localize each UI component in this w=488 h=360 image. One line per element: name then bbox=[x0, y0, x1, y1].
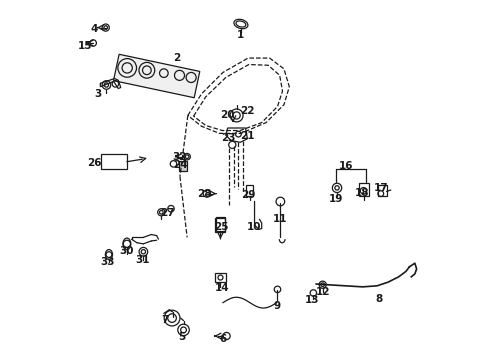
Text: 11: 11 bbox=[273, 215, 287, 224]
Text: 29: 29 bbox=[241, 190, 255, 200]
Text: 16: 16 bbox=[338, 161, 352, 171]
Text: 10: 10 bbox=[247, 222, 261, 232]
Text: 20: 20 bbox=[220, 110, 234, 120]
Text: 33: 33 bbox=[100, 257, 115, 267]
Bar bbox=[215, 273, 225, 282]
Text: 5: 5 bbox=[178, 332, 185, 342]
Bar bbox=[101, 154, 126, 169]
Text: 12: 12 bbox=[315, 287, 329, 297]
Text: 27: 27 bbox=[160, 208, 174, 218]
Text: 2: 2 bbox=[172, 53, 180, 63]
Text: 31: 31 bbox=[135, 255, 149, 265]
Text: 17: 17 bbox=[373, 183, 387, 193]
Bar bbox=[358, 183, 368, 196]
Text: 24: 24 bbox=[173, 160, 187, 170]
Text: 4: 4 bbox=[91, 24, 98, 35]
Text: 25: 25 bbox=[214, 222, 228, 232]
Text: 32: 32 bbox=[172, 152, 186, 162]
Text: 15: 15 bbox=[78, 41, 92, 50]
Text: 23: 23 bbox=[221, 133, 235, 143]
Text: 8: 8 bbox=[375, 294, 382, 304]
Bar bbox=[215, 218, 224, 231]
Text: 13: 13 bbox=[304, 295, 319, 305]
Text: 21: 21 bbox=[240, 131, 254, 141]
Text: 14: 14 bbox=[215, 283, 229, 293]
Text: 18: 18 bbox=[354, 188, 368, 198]
Text: 1: 1 bbox=[237, 30, 244, 40]
Bar bbox=[215, 217, 224, 231]
Text: 28: 28 bbox=[197, 189, 211, 199]
Bar bbox=[377, 185, 386, 196]
Text: 22: 22 bbox=[240, 106, 254, 116]
Text: 19: 19 bbox=[328, 194, 343, 204]
Bar bbox=[179, 161, 187, 171]
Text: 7: 7 bbox=[161, 315, 168, 325]
Text: 3: 3 bbox=[94, 89, 102, 99]
Bar bbox=[246, 185, 253, 196]
Text: 6: 6 bbox=[219, 333, 226, 343]
Text: 30: 30 bbox=[120, 246, 134, 256]
Text: 26: 26 bbox=[87, 158, 102, 168]
Polygon shape bbox=[113, 54, 200, 98]
Text: 9: 9 bbox=[273, 301, 280, 311]
